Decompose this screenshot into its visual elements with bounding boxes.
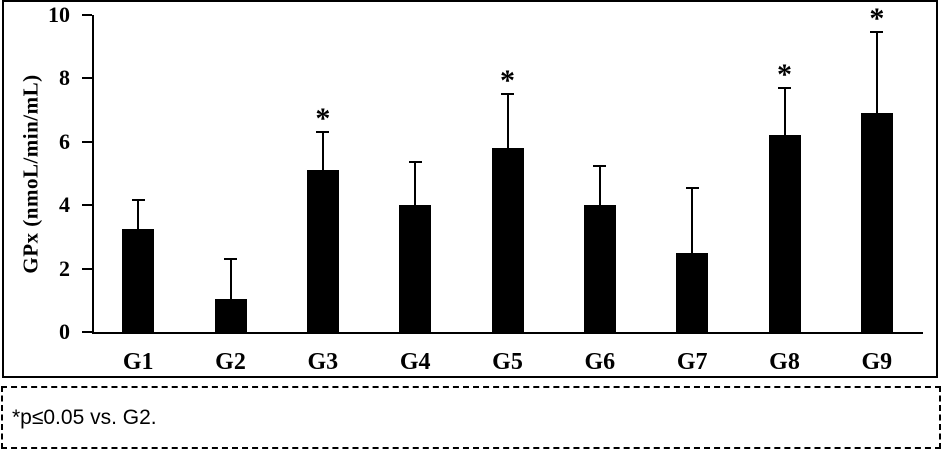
error-bar-cap-G9 xyxy=(870,31,884,34)
x-category-label-G9: G9 xyxy=(861,349,893,375)
x-axis-line xyxy=(92,332,923,334)
bar-G1 xyxy=(122,228,155,332)
x-category-label-G3: G3 xyxy=(307,349,339,375)
error-bar-G3 xyxy=(321,132,324,171)
footnote-box: *p≤0.05 vs. G2. xyxy=(1,386,941,449)
y-tick xyxy=(82,331,92,333)
y-tick-label: 0 xyxy=(59,319,70,344)
error-bar-cap-G7 xyxy=(685,186,699,189)
x-category-label-G6: G6 xyxy=(584,349,616,375)
y-tick-label: 2 xyxy=(59,255,70,281)
bar-G4 xyxy=(399,205,432,332)
significance-marker-G9: * xyxy=(869,2,885,36)
error-bar-cap-G1 xyxy=(131,199,145,202)
bar-G8 xyxy=(768,135,801,332)
x-category-label-G4: G4 xyxy=(399,349,431,375)
y-tick xyxy=(82,14,92,16)
y-tick xyxy=(82,267,92,270)
y-axis-line xyxy=(92,15,94,334)
error-bar-cap-G4 xyxy=(408,161,422,164)
y-tick xyxy=(82,204,92,207)
x-category-label-G1: G1 xyxy=(122,349,154,375)
error-bar-cap-G6 xyxy=(593,164,607,167)
bar-G2 xyxy=(214,298,247,332)
error-bar-G6 xyxy=(598,165,601,206)
error-bar-G8 xyxy=(783,87,786,136)
error-bar-cap-G5 xyxy=(501,93,514,96)
x-category-label-G8: G8 xyxy=(769,349,800,375)
bar-G6 xyxy=(583,205,616,332)
x-category-label-G2: G2 xyxy=(215,349,246,375)
error-bar-cap-G3 xyxy=(316,131,330,134)
y-tick-label: 10 xyxy=(48,2,70,27)
significance-footnote: *p≤0.05 vs. G2. xyxy=(12,405,157,429)
y-tick xyxy=(82,140,92,143)
plot-area: 0 2 4 6 8 10 G1 G2 * G3 G4 * G5 G6 G7 * G8 * G9 xyxy=(4,2,936,376)
error-bar-G2 xyxy=(229,259,232,299)
error-bar-G1 xyxy=(137,200,140,229)
significance-marker-G5: * xyxy=(500,64,515,98)
error-bar-cap-G2 xyxy=(224,258,237,261)
error-bar-G7 xyxy=(691,187,694,253)
bar-G3 xyxy=(306,170,339,332)
bar-G7 xyxy=(676,252,709,332)
significance-marker-G3: * xyxy=(315,102,331,136)
significance-marker-G8: * xyxy=(777,57,792,91)
y-tick-label: 4 xyxy=(59,192,70,218)
error-bar-G5 xyxy=(506,94,509,149)
x-category-label-G7: G7 xyxy=(676,349,708,375)
gpx-bar-chart: GPx (nmoL/min/mL) 0 2 4 6 8 10 G1 G2 * G3 G4 * G5 G6 G… xyxy=(2,0,938,378)
y-tick-label: 6 xyxy=(59,128,70,154)
error-bar-cap-G8 xyxy=(778,86,791,89)
x-category-label-G5: G5 xyxy=(492,349,523,375)
y-tick-label: 8 xyxy=(59,65,70,91)
y-tick xyxy=(82,77,92,80)
bar-G9 xyxy=(860,113,893,332)
error-bar-G4 xyxy=(414,162,417,206)
bar-G5 xyxy=(491,148,524,332)
error-bar-G9 xyxy=(875,32,878,114)
